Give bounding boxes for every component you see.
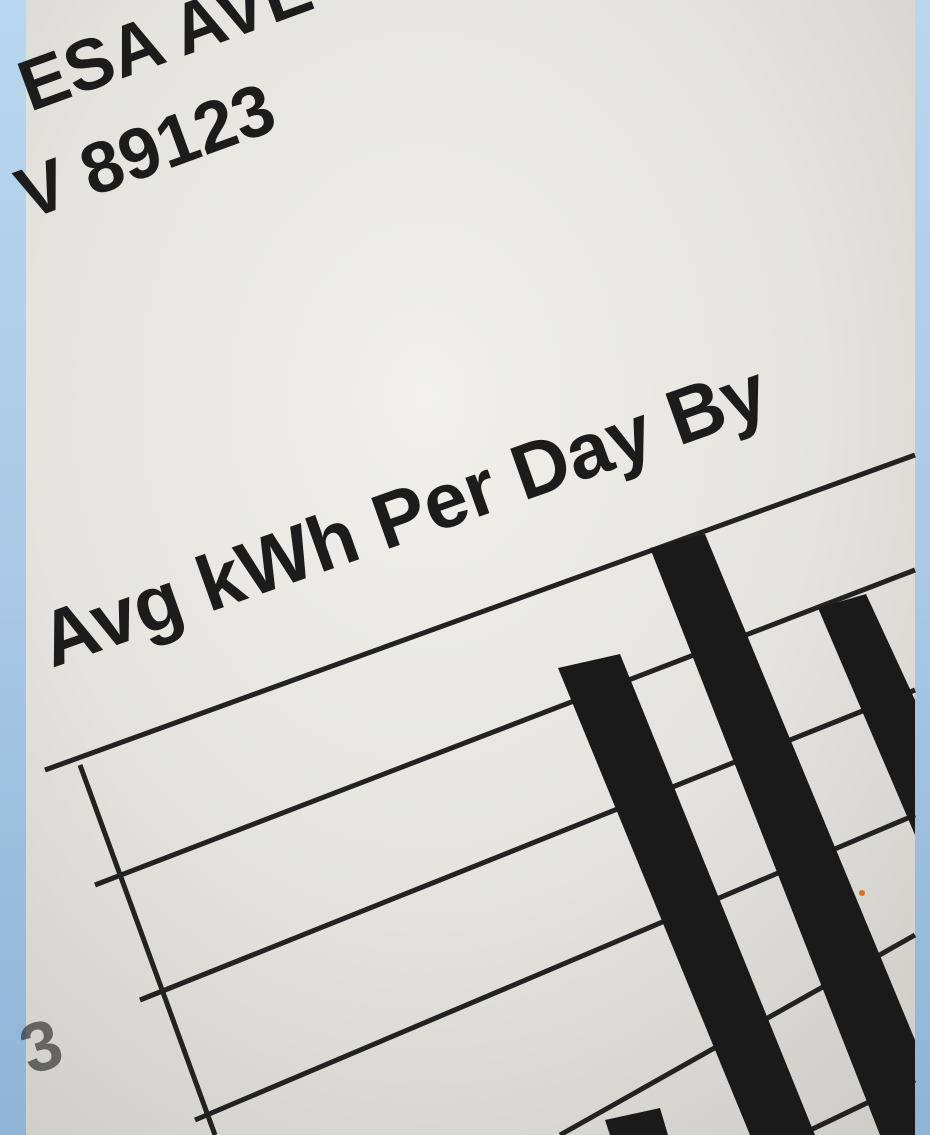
speck: [859, 890, 865, 896]
photo: ESA AVE V 89123 Avg kWh Per Day By 3: [0, 0, 930, 1135]
page: ESA AVE V 89123 Avg kWh Per Day By 3 (()…: [0, 0, 930, 1135]
